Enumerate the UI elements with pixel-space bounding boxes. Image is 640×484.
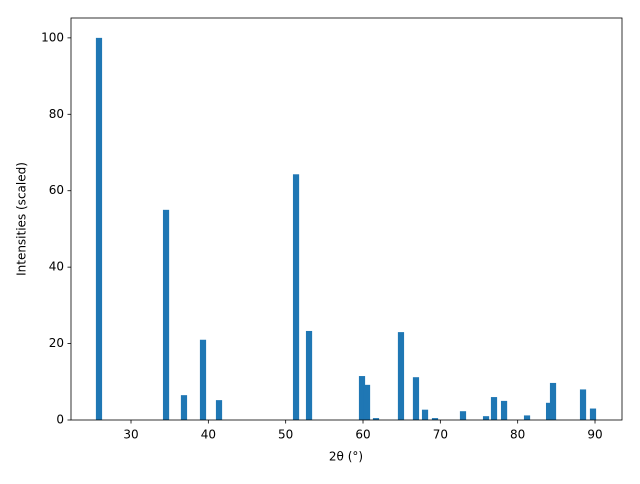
x-tick-label: 40 <box>201 428 216 442</box>
bar <box>363 384 371 420</box>
x-tick-label: 90 <box>587 428 602 442</box>
x-tick-label: 70 <box>433 428 448 442</box>
bar <box>162 209 170 420</box>
bar <box>589 408 597 420</box>
x-tick-label: 60 <box>355 428 370 442</box>
bar <box>180 395 188 420</box>
x-axis-label: 2θ (°) <box>329 450 363 464</box>
x-tick-label: 80 <box>510 428 525 442</box>
bar <box>500 400 508 420</box>
bar <box>199 339 207 420</box>
y-tick-label: 0 <box>56 413 64 427</box>
bar <box>358 376 366 420</box>
bar <box>215 400 223 420</box>
bar <box>397 332 405 420</box>
bar <box>412 377 420 420</box>
bar <box>431 418 439 420</box>
bar <box>372 418 380 420</box>
y-tick-label: 20 <box>49 336 64 350</box>
y-axis-label: Intensities (scaled) <box>15 162 29 276</box>
y-tick-label: 60 <box>49 183 64 197</box>
y-tick-label: 40 <box>49 260 64 274</box>
y-tick-label: 100 <box>41 30 64 44</box>
bar <box>459 411 467 420</box>
bar <box>95 37 103 420</box>
bar <box>545 402 553 420</box>
y-tick-label: 80 <box>49 107 64 121</box>
plot-frame <box>70 17 623 421</box>
bar <box>579 389 587 420</box>
bar <box>482 416 490 420</box>
bar <box>523 415 531 420</box>
x-tick-label: 30 <box>123 428 138 442</box>
bar <box>549 382 557 420</box>
bar <box>421 409 429 420</box>
x-tick-label: 50 <box>278 428 293 442</box>
bar <box>305 330 313 420</box>
bar <box>490 397 498 420</box>
bar <box>292 174 300 420</box>
